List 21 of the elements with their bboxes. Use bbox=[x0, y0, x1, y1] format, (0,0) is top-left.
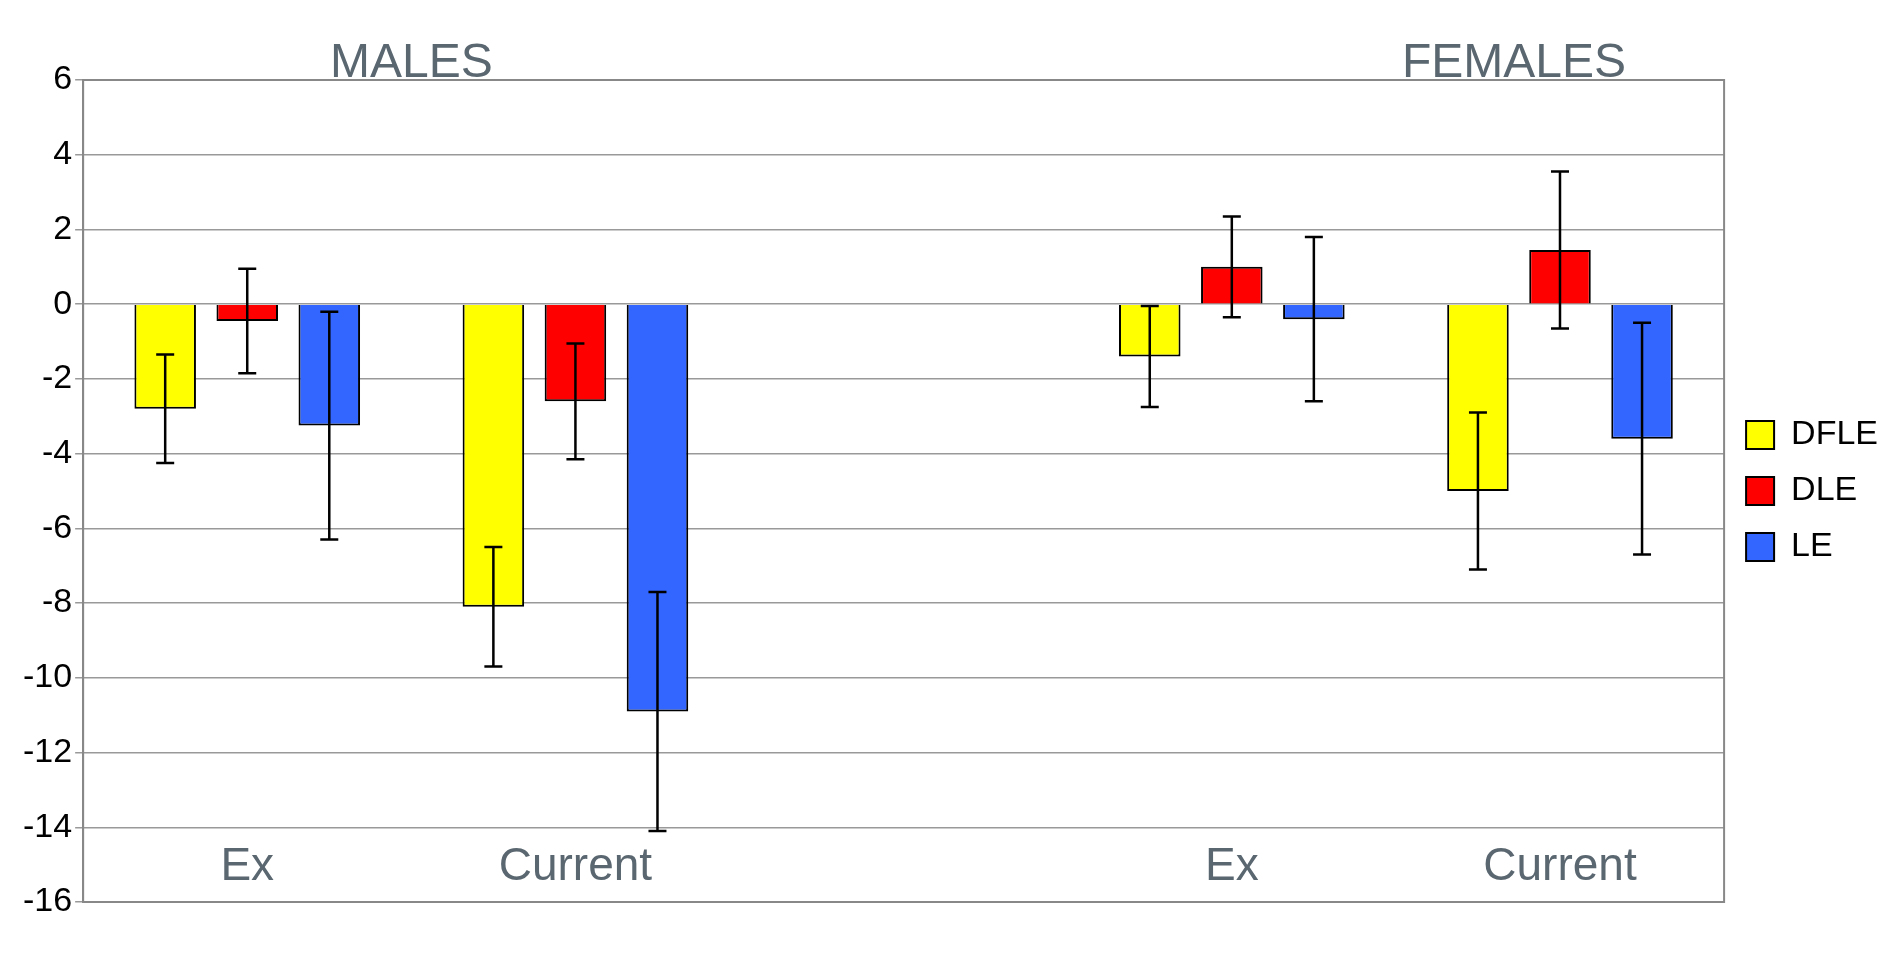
y-tick-label: -2 bbox=[41, 357, 73, 396]
annotation: MALES bbox=[329, 34, 493, 88]
y-tick-label: -10 bbox=[23, 656, 73, 695]
legend-label: DFLE bbox=[1791, 413, 1879, 452]
x-tick-label: Ex bbox=[220, 838, 275, 891]
y-tick-label: -16 bbox=[23, 880, 73, 919]
x-tick-label: Current bbox=[1483, 838, 1637, 891]
y-tick-label: -6 bbox=[41, 506, 73, 545]
y-tick-label: -12 bbox=[23, 730, 73, 769]
legend-label: DLE bbox=[1791, 469, 1858, 508]
y-tick-label: 2 bbox=[53, 207, 73, 246]
x-tick-label: Current bbox=[498, 838, 653, 891]
y-tick-label: -4 bbox=[41, 432, 73, 471]
x-tick-label: Ex bbox=[1204, 838, 1259, 891]
y-tick-label: 6 bbox=[53, 58, 73, 97]
y-tick-label: 4 bbox=[53, 133, 73, 172]
y-tick-label: -8 bbox=[41, 581, 73, 620]
y-tick-label: -14 bbox=[23, 805, 73, 844]
legend-label: LE bbox=[1791, 525, 1833, 564]
y-tick-label: 0 bbox=[53, 282, 73, 321]
annotation: FEMALES bbox=[1402, 34, 1627, 88]
